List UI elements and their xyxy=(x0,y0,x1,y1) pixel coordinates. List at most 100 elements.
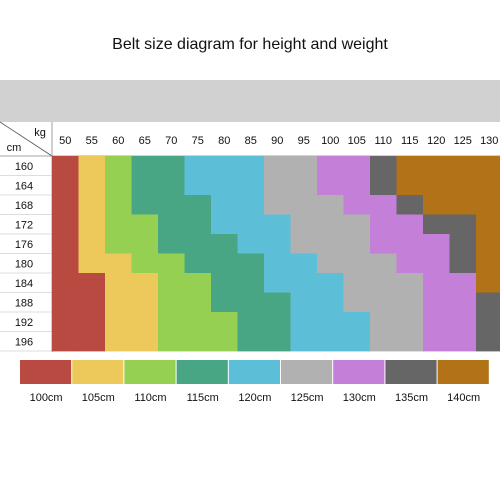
heatmap-cell xyxy=(476,253,500,274)
heatmap-cell xyxy=(52,253,79,274)
weight-tick-label: 60 xyxy=(112,135,124,147)
weight-tick-label: 90 xyxy=(271,135,283,147)
heatmap-cell xyxy=(317,156,344,176)
weight-tick-label: 115 xyxy=(401,135,419,147)
heatmap-cell xyxy=(211,234,238,254)
height-tick-label: 160 xyxy=(15,161,33,173)
heatmap-cell xyxy=(264,214,291,235)
heatmap-cell xyxy=(158,214,185,235)
heatmap-cell xyxy=(78,234,106,254)
heatmap-cell xyxy=(78,273,106,293)
heatmap-cell xyxy=(290,214,318,235)
heatmap-cell xyxy=(290,253,318,274)
heatmap-cell xyxy=(237,234,265,254)
heatmap-cell xyxy=(264,156,291,176)
legend-label: 100cm xyxy=(30,392,63,404)
heatmap-cell xyxy=(476,214,500,235)
heatmap-cell xyxy=(78,331,106,352)
heatmap-cell xyxy=(52,234,79,254)
heatmap-cell xyxy=(211,253,238,274)
heatmap-cell xyxy=(237,156,265,176)
heatmap-cell xyxy=(396,234,424,254)
heatmap-cell xyxy=(476,331,500,352)
heatmap-cell xyxy=(211,195,238,215)
height-tick-label: 180 xyxy=(15,258,33,270)
legend-swatch xyxy=(20,360,72,384)
header-band xyxy=(0,80,500,122)
weight-tick-label: 55 xyxy=(86,135,98,147)
weight-tick-label: 130 xyxy=(480,135,498,147)
heatmap-cell xyxy=(211,175,238,196)
height-tick-label: 196 xyxy=(15,336,33,348)
legend-label: 125cm xyxy=(291,392,324,404)
heatmap-cell xyxy=(476,292,500,313)
heatmap-cell xyxy=(264,234,291,254)
heatmap-cell xyxy=(184,156,212,176)
heatmap-cell xyxy=(237,273,265,293)
legend-swatch xyxy=(385,360,437,384)
heatmap-cell xyxy=(449,331,477,352)
legend-swatch xyxy=(437,360,489,384)
height-tick-label: 164 xyxy=(15,180,33,192)
legend-swatch xyxy=(124,360,176,384)
weight-tick-label: 120 xyxy=(427,135,445,147)
legend-label: 120cm xyxy=(238,392,271,404)
heatmap-cell xyxy=(396,331,424,352)
heatmap-cell xyxy=(184,331,212,352)
heatmap-cell xyxy=(264,331,291,352)
heatmap-cell xyxy=(184,234,212,254)
heatmap-cell xyxy=(290,195,318,215)
legend-swatch xyxy=(228,360,280,384)
legend-swatch xyxy=(72,360,124,384)
heatmap-cell xyxy=(343,273,371,293)
heatmap-cell xyxy=(317,273,344,293)
heatmap-cell xyxy=(237,195,265,215)
heatmap-cell xyxy=(290,234,318,254)
heatmap-cell xyxy=(211,273,238,293)
heatmap-cell xyxy=(78,292,106,313)
heatmap-cell xyxy=(131,234,159,254)
heatmap-cell xyxy=(131,175,159,196)
heatmap-cell xyxy=(396,195,424,215)
heatmap-cell xyxy=(423,273,450,293)
weight-tick-label: 105 xyxy=(348,135,366,147)
heatmap-cell xyxy=(449,195,477,215)
heatmap-cell xyxy=(264,195,291,215)
heatmap-cell xyxy=(78,253,106,274)
heatmap-cell xyxy=(317,214,344,235)
heatmap-cell xyxy=(105,175,132,196)
weight-tick-label: 50 xyxy=(59,135,71,147)
heatmap-cell xyxy=(423,175,450,196)
heatmap-cell xyxy=(476,195,500,215)
heatmap-cell xyxy=(184,273,212,293)
heatmap-cell xyxy=(423,156,450,176)
heatmap-cell xyxy=(131,253,159,274)
heatmap-cell xyxy=(423,234,450,254)
height-tick-label: 188 xyxy=(15,297,33,309)
x-unit-label: kg xyxy=(34,127,46,139)
heatmap-cell xyxy=(78,156,106,176)
heatmap-cell xyxy=(264,273,291,293)
heatmap-cell xyxy=(396,175,424,196)
weight-tick-label: 80 xyxy=(218,135,230,147)
heatmap-cell xyxy=(317,253,344,274)
heatmap-cell xyxy=(52,273,79,293)
weight-tick-label: 95 xyxy=(298,135,310,147)
heatmap-cell xyxy=(105,292,132,313)
heatmap-cell xyxy=(290,292,318,313)
heatmap-cell xyxy=(158,292,185,313)
heatmap-cell xyxy=(131,292,159,313)
y-unit-label: cm xyxy=(7,142,22,154)
heatmap-cell xyxy=(211,292,238,313)
heatmap-cell xyxy=(449,253,477,274)
heatmap-cell xyxy=(105,214,132,235)
heatmap-cell xyxy=(184,175,212,196)
heatmap-cell xyxy=(317,175,344,196)
heatmap-cell xyxy=(343,312,371,332)
heatmap-cell xyxy=(290,273,318,293)
heatmap-cell xyxy=(449,175,477,196)
heatmap-cell xyxy=(105,156,132,176)
heatmap-cell xyxy=(370,175,397,196)
heatmap-cell xyxy=(131,195,159,215)
heatmap-cell xyxy=(158,312,185,332)
